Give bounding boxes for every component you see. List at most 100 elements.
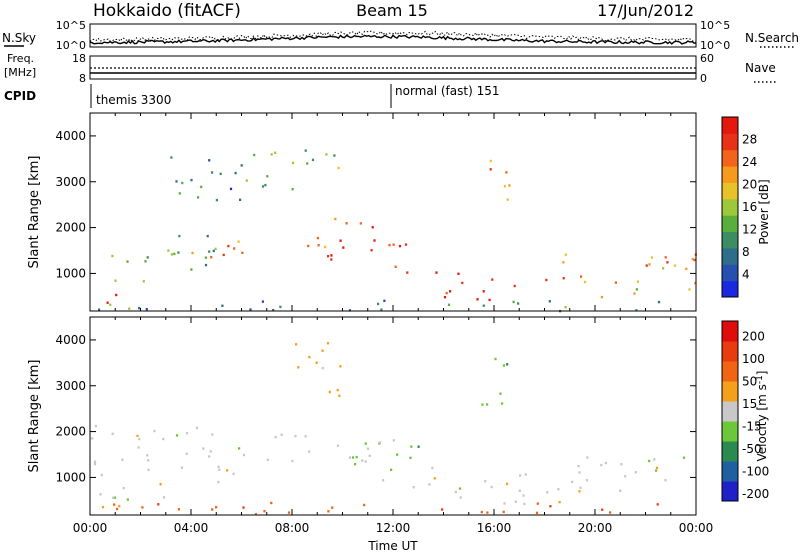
velocity-cell [326,342,330,345]
velocity-cell [600,463,603,467]
velocity-cell [577,464,580,468]
x-tick-label: 20:00 [578,521,613,535]
velocity-cell [655,469,658,472]
colorbar-segment [722,481,738,502]
velocity-cell [287,511,291,514]
power-cell [178,192,181,195]
velocity-cell [99,493,102,496]
velocity-cell [297,366,300,369]
nave-label: Nave [745,61,776,75]
velocity-colorbar: 200 100 50 15 -15 -50 -100 -200 [721,320,769,502]
colorbar-tick-label: 8 [742,245,750,259]
velocity-cell [501,402,504,405]
colorbar-tick-label: 15 [742,397,757,411]
power-cell [237,240,240,243]
velocity-cell [486,511,489,514]
velocity-scatter [91,342,686,516]
velocity-cell [93,462,97,466]
power-cell [221,304,224,307]
velocity-cell [363,503,366,507]
power-cell [337,166,340,170]
sky-right-tick-top: 10^5 [700,19,730,32]
velocity-cell [180,466,184,469]
velocity-cell [586,456,589,459]
colorbar-segment [722,421,738,442]
x-tick-label: 00:00 [679,521,714,535]
velocity-cell [502,510,505,514]
velocity-cell [321,349,324,352]
velocity-cell [409,456,412,459]
velocity-cell [101,505,105,509]
power-cell [146,256,149,259]
power-cell [325,153,328,156]
power-cell [181,181,184,185]
power-cell [513,284,516,288]
power-cell [111,254,114,258]
velocity-colorbar-label-exp: -1 [755,375,765,384]
sky-right-tick-bottom: 10^0 [700,39,730,52]
power-scatter [98,149,697,313]
x-tick-label: 16:00 [477,521,512,535]
power-cell [206,234,209,238]
x-tick-label: 08:00 [275,521,310,535]
velocity-cell [185,432,189,435]
velocity-cell [159,483,162,486]
y-tick-label: 1000 [55,470,86,484]
power-cell [503,185,506,188]
colorbar-tick-label: -100 [742,464,769,478]
colorbar-tick-label: 12 [742,223,757,237]
velocity-cell [518,489,521,492]
power-cell [98,308,101,311]
power-cell [109,303,112,306]
power-cell [106,301,109,304]
power-cell [227,244,230,248]
freq-left-tick-bottom: 8 [79,72,86,85]
velocity-cell [238,447,241,450]
velocity-cell [634,471,637,474]
power-cell [190,178,193,182]
velocity-cell [308,450,311,453]
power-cell [377,302,380,306]
power-cell [128,307,131,310]
power-cell [245,179,248,182]
velocity-cell [211,433,214,436]
colorbar-tick-label: 24 [742,155,757,169]
velocity-cell [294,434,297,438]
colorbar-tick-label: 20 [742,178,757,192]
velocity-cell [209,450,212,453]
station-title: Hokkaido (fitACF) [93,1,241,21]
velocity-cell [648,459,651,463]
power-cell [584,280,587,284]
power-cell [204,263,208,267]
colorbar-segment [722,461,738,482]
velocity-frame [89,316,697,516]
power-cell [279,305,282,309]
y-tick-label: 1000 [55,266,86,280]
velocity-cell [254,513,257,516]
power-cell [311,158,315,162]
power-cell [114,279,117,282]
velocity-cell [382,479,385,482]
freq-left-tick-top: 18 [72,52,86,65]
colorbar-segment [722,133,738,151]
power-cell [138,306,141,310]
power-cell [317,244,320,247]
power-cell [204,256,207,259]
cpid-segment-2: normal (fast) 151 [395,84,499,98]
sky-left-label: N.Sky [2,31,36,45]
power-cell [270,153,273,156]
velocity-cell [122,486,125,490]
velocity-cell [116,507,119,511]
velocity-cell [486,403,489,406]
power-cell [330,258,333,261]
velocity-cell [524,473,527,476]
power-cell [488,298,491,302]
power-cell [392,243,395,246]
velocity-cell [390,468,393,471]
velocity-cell [522,494,525,497]
velocity-cell [585,479,589,482]
velocity-cell [523,502,526,506]
power-cell [562,277,565,280]
velocity-cell [147,459,150,462]
velocity-ylabel: Slant Range [km] [27,360,42,473]
